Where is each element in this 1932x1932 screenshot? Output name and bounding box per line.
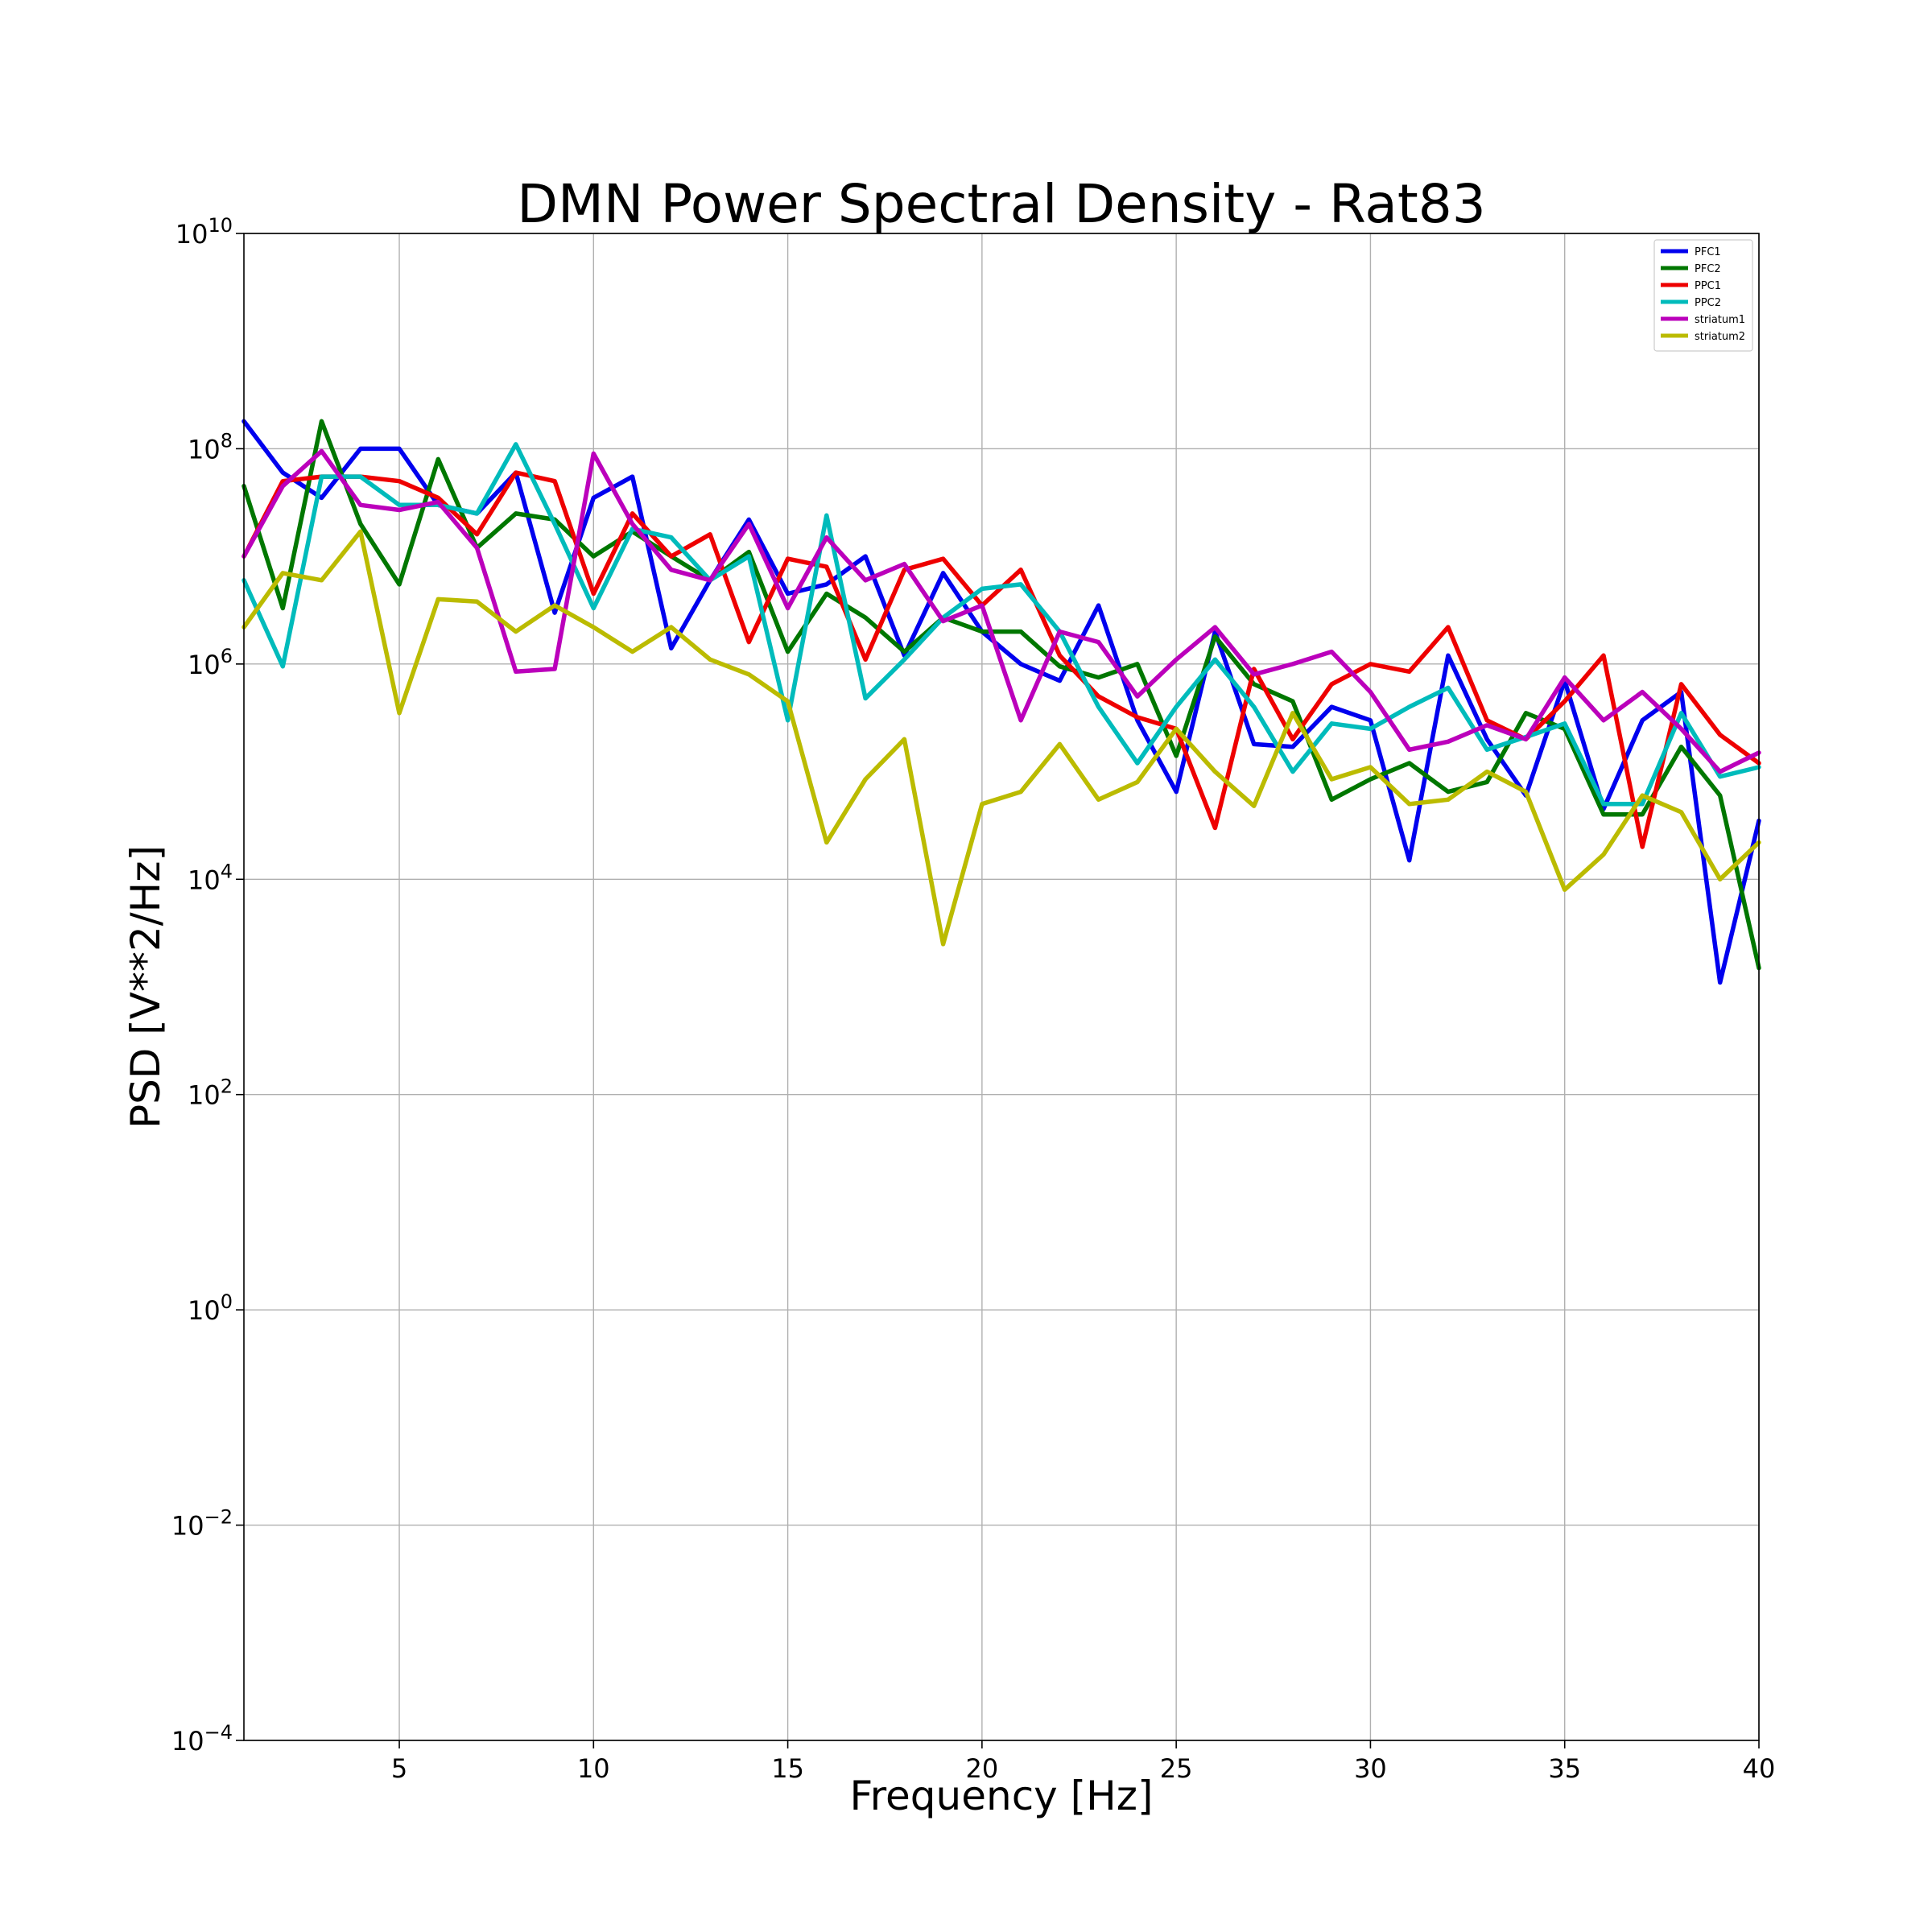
x-tick-label: 40 [1743, 1753, 1776, 1784]
x-tick-label: 35 [1548, 1753, 1581, 1784]
y-tick-base: 10 [171, 1726, 204, 1757]
x-tick-label: 30 [1354, 1753, 1387, 1784]
y-tick-exponent: −2 [204, 1506, 233, 1529]
y-tick-label: 10−4 [171, 1721, 233, 1757]
y-tick-exponent: 8 [221, 429, 233, 452]
legend-label: PPC2 [1695, 297, 1721, 309]
legend-label: PPC1 [1695, 280, 1721, 292]
y-tick-exponent: 2 [221, 1075, 233, 1098]
y-tick-exponent: 4 [221, 860, 233, 882]
legend-label: PFC2 [1695, 263, 1721, 275]
y-tick-base: 10 [188, 865, 221, 895]
y-tick-base: 10 [175, 219, 208, 250]
legend-label: striatum1 [1695, 314, 1745, 326]
series-line-PPC2 [242, 442, 1761, 807]
legend: PFC1 PFC2 PPC1 PPC2 striatum1 striatum2 [1653, 239, 1753, 352]
chart-title: DMN Power Spectral Density - Rat83 [517, 173, 1486, 235]
axis-ticks: 5 10 15 20 25 30 35 40101010810610410210010−210… [171, 214, 1775, 1784]
y-axis-label: PSD [V**2/Hz] [122, 845, 169, 1129]
plot-frame [243, 233, 1760, 1741]
y-tick-label: 10−2 [171, 1506, 233, 1542]
y-tick-label: 100 [188, 1290, 233, 1326]
series-line-PFC1 [242, 419, 1761, 985]
y-tick-base: 10 [188, 650, 221, 680]
y-tick-base: 10 [188, 1080, 221, 1111]
legend-label: PFC1 [1695, 246, 1721, 258]
x-axis-label: Frequency [Hz] [849, 1773, 1153, 1819]
x-tick-label: 20 [966, 1753, 999, 1784]
y-tick-base: 10 [188, 1295, 221, 1326]
y-tick-label: 102 [188, 1075, 233, 1111]
y-tick-label: 106 [188, 645, 233, 680]
series-lines [242, 419, 1761, 985]
y-tick-exponent: 10 [208, 214, 233, 237]
series-line-striatum2 [242, 529, 1761, 947]
x-tick-label: 25 [1160, 1753, 1193, 1784]
y-tick-label: 108 [188, 429, 233, 464]
x-tick-label: 10 [577, 1753, 610, 1784]
y-tick-exponent: 0 [221, 1290, 233, 1313]
y-tick-exponent: −4 [204, 1721, 233, 1744]
series-line-PFC2 [242, 419, 1761, 971]
y-tick-label: 104 [188, 860, 233, 895]
y-tick-exponent: 6 [221, 645, 233, 667]
series-line-striatum1 [242, 448, 1761, 774]
plot-area [244, 233, 1759, 1740]
y-tick-base: 10 [171, 1511, 204, 1542]
y-tick-label: 1010 [175, 214, 233, 250]
x-tick-label: 5 [391, 1753, 407, 1784]
y-tick-base: 10 [188, 434, 221, 464]
legend-label: striatum2 [1695, 331, 1745, 343]
x-tick-label: 15 [771, 1753, 804, 1784]
